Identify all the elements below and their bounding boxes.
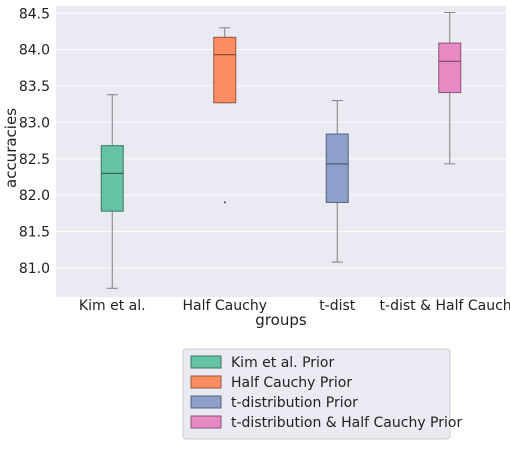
legend-item: Kim et al. Prior <box>190 355 334 371</box>
boxes <box>100 12 462 289</box>
x-axis-label: groups <box>255 311 307 329</box>
iqr-box <box>325 133 349 203</box>
box-t-dist <box>325 100 349 263</box>
legend-item: Half Cauchy Prior <box>190 375 352 391</box>
y-tick-label: 82.0 <box>19 188 50 204</box>
y-tick-label: 81.5 <box>19 225 50 241</box>
plot-background <box>56 6 506 297</box>
iqr-box <box>213 36 237 104</box>
x-tick-label: t-dist & Half Cauchy <box>380 298 510 314</box>
legend-frame <box>182 348 451 440</box>
y-tick-labels: 81.0 81.5 82.0 82.5 83.0 83.5 84.0 84.5 <box>19 6 50 277</box>
box-t-dist-half-cauchy <box>438 12 462 165</box>
outlier-point <box>223 201 226 204</box>
legend: Kim et al. Prior Half Cauchy Prior t-distr… <box>182 348 462 440</box>
legend-item: t-distribution Prior <box>190 395 358 411</box>
iqr-box <box>438 42 462 94</box>
y-tick-label: 82.5 <box>19 152 50 168</box>
x-tick-labels: Kim et al. Half Cauchy t-dist t-dist & Half… <box>79 298 510 314</box>
iqr-box <box>100 145 124 212</box>
box-kim-et-al- <box>100 94 124 289</box>
y-tick-label: 83.0 <box>19 115 50 131</box>
legend-label: Kim et al. Prior <box>231 355 334 371</box>
y-axis-label: accuracies <box>2 108 20 188</box>
legend-swatch <box>190 415 222 429</box>
legend-label: t-distribution & Half Cauchy Prior <box>231 415 462 431</box>
x-tick-label: Half Cauchy <box>183 298 267 314</box>
y-tick-label: 83.5 <box>19 79 50 95</box>
legend-item: t-distribution & Half Cauchy Prior <box>190 415 462 431</box>
y-tick-label: 84.5 <box>19 6 50 22</box>
legend-swatch <box>190 375 222 389</box>
legend-swatch <box>190 355 222 369</box>
x-tick-label: t-dist <box>319 298 356 314</box>
y-tick-label: 81.0 <box>19 261 50 277</box>
legend-swatch <box>190 395 222 409</box>
legend-label: t-distribution Prior <box>231 395 358 411</box>
box-half-cauchy <box>213 27 237 204</box>
legend-label: Half Cauchy Prior <box>231 375 352 391</box>
grid-lines <box>56 12 506 269</box>
y-tick-label: 84.0 <box>19 43 50 59</box>
x-tick-label: Kim et al. <box>79 298 146 314</box>
legend-items: Kim et al. Prior Half Cauchy Prior t-distr… <box>190 355 462 431</box>
